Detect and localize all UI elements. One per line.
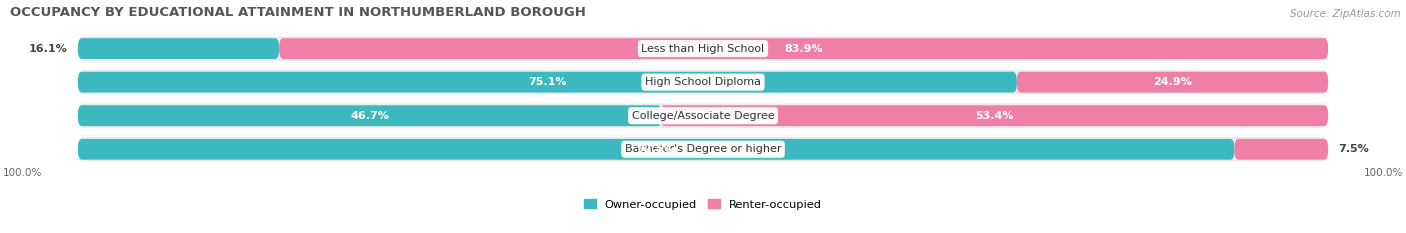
- FancyBboxPatch shape: [77, 102, 1329, 130]
- FancyBboxPatch shape: [77, 68, 1329, 96]
- Text: College/Associate Degree: College/Associate Degree: [631, 111, 775, 121]
- Text: 100.0%: 100.0%: [3, 168, 42, 178]
- Legend: Owner-occupied, Renter-occupied: Owner-occupied, Renter-occupied: [579, 195, 827, 214]
- FancyBboxPatch shape: [1234, 139, 1329, 160]
- Text: 92.5%: 92.5%: [637, 144, 675, 154]
- Text: Source: ZipAtlas.com: Source: ZipAtlas.com: [1289, 9, 1400, 19]
- FancyBboxPatch shape: [77, 72, 1017, 93]
- Text: High School Diploma: High School Diploma: [645, 77, 761, 87]
- Text: Less than High School: Less than High School: [641, 44, 765, 54]
- Text: Bachelor's Degree or higher: Bachelor's Degree or higher: [624, 144, 782, 154]
- FancyBboxPatch shape: [77, 69, 1329, 95]
- Text: 100.0%: 100.0%: [1364, 168, 1403, 178]
- Text: 53.4%: 53.4%: [976, 111, 1014, 121]
- FancyBboxPatch shape: [77, 139, 1234, 160]
- FancyBboxPatch shape: [1017, 72, 1329, 93]
- Text: OCCUPANCY BY EDUCATIONAL ATTAINMENT IN NORTHUMBERLAND BOROUGH: OCCUPANCY BY EDUCATIONAL ATTAINMENT IN N…: [10, 6, 586, 19]
- Text: 24.9%: 24.9%: [1153, 77, 1192, 87]
- FancyBboxPatch shape: [77, 35, 1329, 62]
- Text: 83.9%: 83.9%: [785, 44, 823, 54]
- Text: 7.5%: 7.5%: [1339, 144, 1369, 154]
- FancyBboxPatch shape: [77, 135, 1329, 163]
- FancyBboxPatch shape: [77, 105, 662, 126]
- FancyBboxPatch shape: [661, 105, 1329, 126]
- Text: 46.7%: 46.7%: [350, 111, 389, 121]
- FancyBboxPatch shape: [77, 38, 280, 59]
- FancyBboxPatch shape: [77, 35, 1329, 62]
- Text: 75.1%: 75.1%: [529, 77, 567, 87]
- Text: 16.1%: 16.1%: [30, 44, 67, 54]
- FancyBboxPatch shape: [77, 136, 1329, 162]
- FancyBboxPatch shape: [77, 103, 1329, 129]
- FancyBboxPatch shape: [280, 38, 1329, 59]
